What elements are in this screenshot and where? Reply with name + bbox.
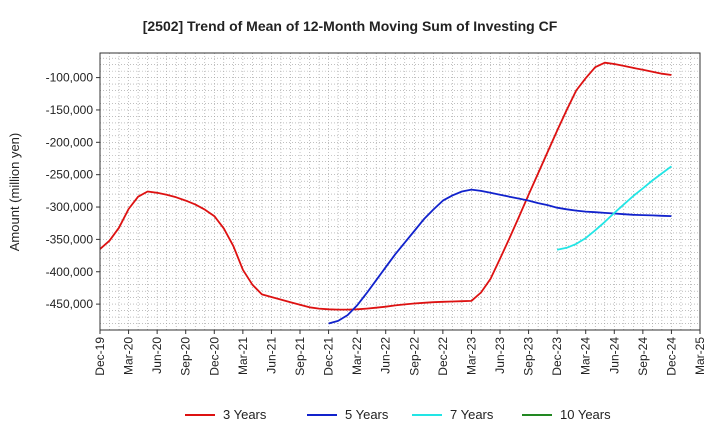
y-tick-label: -100,000 xyxy=(46,71,94,85)
x-tick-label: Jun-22 xyxy=(379,337,393,374)
y-axis-label: Amount (million yen) xyxy=(7,133,22,252)
x-tick-label: Mar-24 xyxy=(579,337,593,375)
legend: 3 Years 5 Years 7 Years 10 Years xyxy=(185,407,611,422)
plot-frame xyxy=(99,52,701,331)
x-tick-label: Jun-24 xyxy=(607,337,621,374)
y-tick-label: -400,000 xyxy=(46,265,94,279)
x-tick-label: Mar-20 xyxy=(122,337,136,375)
x-tick-label: Jun-20 xyxy=(150,337,164,374)
chart-title: [2502] Trend of Mean of 12-Month Moving … xyxy=(143,18,558,34)
x-tick-label: Dec-21 xyxy=(322,337,336,376)
x-tick-label: Mar-21 xyxy=(236,337,250,375)
x-tick-label: Sep-24 xyxy=(636,337,650,376)
x-tick-label: Jun-23 xyxy=(493,337,507,374)
x-tick-label: Dec-24 xyxy=(664,337,678,376)
legend-label: 10 Years xyxy=(560,407,611,422)
x-tick-label: Sep-20 xyxy=(179,337,193,376)
y-tick-label: -200,000 xyxy=(46,135,94,149)
x-tick-label: Jun-21 xyxy=(264,337,278,374)
x-tick-label: Mar-23 xyxy=(464,337,478,375)
legend-label: 7 Years xyxy=(450,407,494,422)
x-tick-label: Mar-22 xyxy=(350,337,364,375)
x-axis: Dec-19 Mar-20 Jun-20 Sep-20 Dec-20 Mar-21 Jun-… xyxy=(93,330,707,376)
series-line-3-years xyxy=(99,61,672,311)
x-tick-label: Dec-19 xyxy=(93,337,107,376)
x-tick-label: Dec-20 xyxy=(207,337,221,376)
plot-area xyxy=(100,53,700,330)
legend-label: 3 Years xyxy=(223,407,267,422)
y-tick-label: -300,000 xyxy=(46,200,94,214)
x-tick-label: Dec-22 xyxy=(436,337,450,376)
legend-label: 5 Years xyxy=(345,407,389,422)
y-tick-label: -350,000 xyxy=(46,232,94,246)
y-axis: -100,000 -150,000 -200,000 -250,000 -300,000… xyxy=(46,71,100,311)
x-tick-label: Sep-22 xyxy=(407,337,421,376)
y-tick-label: -150,000 xyxy=(46,103,94,117)
series-line-7-years xyxy=(556,165,672,251)
series-layer xyxy=(99,61,672,325)
x-tick-label: Dec-23 xyxy=(550,337,564,376)
x-tick-label: Mar-25 xyxy=(693,337,707,375)
y-tick-label: -450,000 xyxy=(46,297,94,311)
x-tick-label: Sep-21 xyxy=(293,337,307,376)
grid xyxy=(99,53,701,330)
y-tick-label: -250,000 xyxy=(46,168,94,182)
x-tick-label: Sep-23 xyxy=(522,337,536,376)
